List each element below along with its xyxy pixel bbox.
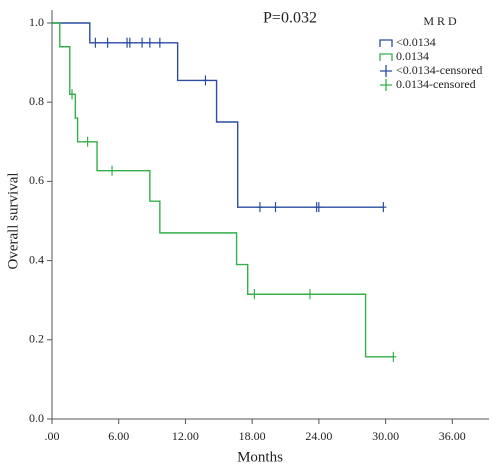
censor-mark (156, 37, 163, 48)
legend-label: 0.0134-censored (396, 77, 476, 91)
y-tick-label: 0.8 (29, 94, 44, 108)
censor-mark (306, 289, 313, 300)
censor-mark (109, 165, 116, 176)
x-tick-label: .00 (45, 429, 60, 443)
x-tick-label: 18.00 (239, 429, 266, 443)
survival-curve (52, 22, 384, 208)
censor-mark (251, 289, 258, 300)
censor-mark (380, 202, 387, 213)
p-value: P=0.032 (263, 10, 317, 27)
censor-mark (202, 75, 209, 86)
legend-symbol (379, 53, 393, 61)
censor-mark (84, 136, 91, 147)
legend-label: <0.0134-censored (396, 63, 482, 77)
legend-symbol (380, 79, 392, 91)
legend-label: 0.0134 (396, 49, 429, 63)
censor-mark (104, 37, 111, 48)
x-tick-label: 12.00 (172, 429, 199, 443)
y-tick-label: 0.2 (29, 332, 44, 346)
censor-mark (139, 37, 146, 48)
censor-mark (126, 37, 133, 48)
y-tick-label: 0.4 (29, 252, 44, 266)
y-tick-label: 1.0 (29, 15, 44, 29)
legend-title: M R D (423, 14, 457, 28)
y-axis-title: Overall survival (5, 172, 21, 269)
legend-symbol (379, 39, 393, 47)
censor-mark (390, 351, 397, 362)
legend-label: <0.0134 (396, 35, 436, 49)
x-tick-label: 36.00 (439, 429, 466, 443)
censor-mark (146, 37, 153, 48)
legend-symbol (380, 65, 392, 77)
y-tick-label: 0.0 (29, 411, 44, 425)
x-tick-label: 6.00 (108, 429, 129, 443)
x-tick-label: 24.00 (305, 429, 332, 443)
censor-mark (272, 202, 279, 213)
x-tick-label: 30.00 (372, 429, 399, 443)
survival-curve (52, 22, 394, 358)
censor-mark (256, 202, 263, 213)
censor-mark (69, 89, 76, 100)
x-axis-title: Months (237, 449, 283, 465)
censor-mark (92, 37, 99, 48)
censor-mark (315, 202, 322, 213)
y-tick-label: 0.6 (29, 173, 44, 187)
